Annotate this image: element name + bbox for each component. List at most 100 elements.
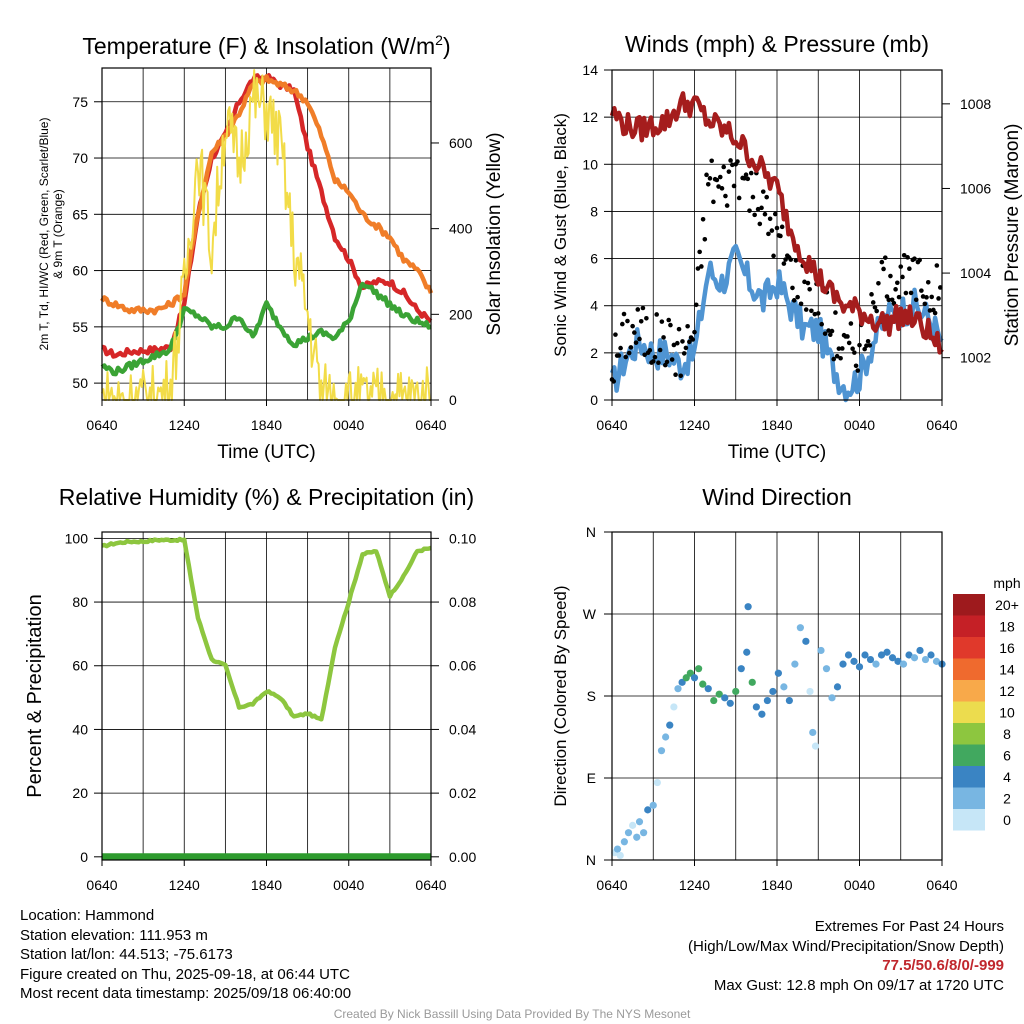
gust-point [723, 193, 728, 199]
direction-point [780, 683, 788, 691]
gust-point [881, 266, 886, 272]
y-tick-label: 60 [72, 658, 88, 674]
x-tick-label: 0040 [844, 877, 875, 893]
direction-point [620, 838, 628, 846]
direction-point [817, 646, 825, 655]
gust-point [702, 237, 708, 242]
gust-point [872, 305, 878, 310]
y-axis-label: Direction (Colored By Speed) [551, 585, 570, 806]
gust-point [882, 255, 888, 260]
x-tick-label: 0040 [333, 877, 364, 893]
gust-point [865, 338, 871, 344]
speed-legend: mph 20+ 18 16 14 12 10 8 6 4 2 0 [953, 575, 1021, 831]
legend-label: 12 [999, 683, 1015, 699]
gust-point [919, 288, 924, 293]
x-tick-label: 1240 [679, 417, 710, 433]
gust-point [697, 249, 702, 255]
direction-point [822, 665, 831, 673]
gust-point [750, 194, 756, 200]
x-tick-label: 1840 [251, 417, 282, 433]
x-tick-label: 0640 [86, 877, 117, 893]
gust-point [907, 266, 912, 272]
legend-label: 16 [999, 640, 1015, 656]
direction-point [695, 665, 703, 673]
gust-point [742, 176, 747, 181]
y-tick-label: 12 [582, 109, 598, 125]
gust-point [819, 321, 824, 327]
direction-point [726, 699, 734, 707]
gust-point [927, 308, 933, 313]
direction-point [828, 694, 836, 702]
x-tick-label: 0640 [926, 877, 957, 893]
gust-point [922, 301, 928, 307]
legend-label: 20+ [995, 597, 1019, 613]
direction-point [861, 651, 869, 659]
gust-point [647, 348, 653, 353]
gust-point [704, 172, 709, 178]
gust-point [745, 176, 751, 182]
gust-point [874, 308, 879, 314]
gust-point [690, 337, 696, 342]
gust-point [929, 294, 934, 300]
gust-point [901, 253, 907, 258]
gust-point [795, 294, 800, 300]
gust-point [700, 216, 706, 222]
gust-point [668, 322, 673, 328]
gust-point [879, 259, 885, 265]
gust-point [924, 295, 929, 300]
gust-point [719, 186, 725, 191]
y-axis-label: Sonic Wind & Gust (Blue, Black) [551, 113, 570, 357]
x-axis-label: Time (UTC) [728, 442, 827, 463]
direction-point [774, 669, 782, 677]
extremes-subtitle: (High/Low/Max Wind/Precipitation/Snow De… [688, 937, 1004, 955]
legend-label: 14 [999, 662, 1015, 678]
direction-point [744, 603, 752, 611]
direction-point [844, 651, 853, 659]
gust-point [891, 300, 897, 306]
y-tick-label: 80 [72, 594, 88, 610]
legend-label: 6 [1003, 748, 1011, 764]
gust-point [815, 311, 821, 316]
gust-point [613, 332, 618, 337]
y-tick-label: 14 [582, 62, 598, 78]
extremes-box: Extremes For Past 24 Hours (High/Low/Max… [688, 917, 1004, 995]
extremes-title: Extremes For Past 24 Hours [814, 918, 1004, 935]
y2-tick-label: 200 [449, 306, 473, 322]
direction-point [649, 801, 657, 809]
direction-point [850, 657, 858, 665]
gust-point [743, 172, 749, 178]
direction-point [910, 654, 919, 662]
gust-point [666, 317, 672, 323]
direction-point [686, 669, 694, 677]
series-line-pressure [609, 91, 944, 355]
direction-point [710, 696, 718, 705]
chart-title: Wind Direction [702, 484, 852, 510]
recent-timestamp: Most recent data timestamp: 2025/09/18 0… [20, 985, 352, 1002]
legend-label: 10 [999, 705, 1015, 721]
y-tick-label: N [586, 852, 596, 868]
series-line-9m-t [100, 74, 434, 316]
gust-point [764, 194, 769, 200]
gust-point [769, 228, 775, 233]
legend-swatch [953, 615, 985, 637]
y2-tick-label: 400 [449, 221, 473, 237]
direction-point [758, 710, 766, 718]
gust-point [925, 279, 931, 285]
gust-point [809, 308, 814, 314]
gust-point [836, 346, 842, 351]
gust-point [913, 297, 919, 303]
gust-point [870, 300, 876, 305]
gust-point [822, 331, 828, 336]
direction-point [932, 657, 941, 665]
direction-point [704, 685, 712, 693]
chart-panel-0: Temperature (F) & Insolation (W/m2) 0640 1… [37, 32, 505, 463]
legend-label: 8 [1003, 726, 1011, 742]
direction-point [640, 829, 648, 837]
gust-point [748, 170, 754, 176]
gust-point [657, 347, 663, 353]
x-tick-label: 0640 [596, 877, 627, 893]
gust-point [661, 335, 666, 340]
direction-point [616, 851, 624, 860]
gust-point [730, 162, 735, 168]
